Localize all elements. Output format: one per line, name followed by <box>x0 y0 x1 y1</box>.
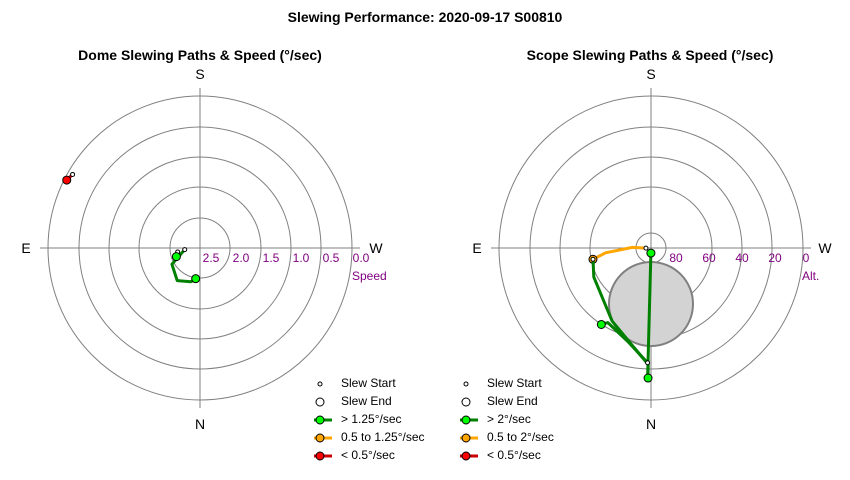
legend-label: 0.5 to 1.25°/sec <box>341 430 425 444</box>
slew-end-marker <box>643 373 653 383</box>
dome-tick-label: 1.0 <box>293 251 310 265</box>
slew-path-medium <box>591 245 648 261</box>
legend-medium-marker <box>315 433 325 443</box>
slew-path-fast <box>646 251 653 380</box>
slew-start-marker <box>70 171 76 177</box>
scope-radial-axis-label: Alt. <box>802 269 819 283</box>
scope-grid <box>491 88 811 408</box>
legend-end-marker <box>461 397 471 407</box>
slew-end-marker <box>62 175 72 185</box>
dome-dir-left: E <box>21 240 30 256</box>
dome-dir-top: S <box>195 66 204 82</box>
legend-start-marker <box>463 381 469 387</box>
slew-path-fast <box>591 257 650 380</box>
dome-tick-label: 2.5 <box>203 251 220 265</box>
legend-label: Slew Start <box>341 376 396 390</box>
slew-start-marker <box>645 360 651 366</box>
legend-start-marker <box>317 381 323 387</box>
legend-label: > 2°/sec <box>487 412 531 426</box>
legend-label: Slew Start <box>487 376 542 390</box>
main-title: Slewing Performance: 2020-09-17 S00810 <box>287 9 563 25</box>
slew-start-marker <box>643 245 649 251</box>
legend-fast-marker <box>315 415 325 425</box>
scope-chart-title: Scope Slewing Paths & Speed (°/sec) <box>527 47 774 63</box>
scope-dir-left: E <box>472 240 481 256</box>
scope-tick-label: 60 <box>702 251 716 265</box>
legend-slow-marker <box>461 451 471 461</box>
dome-legend: Slew Start Slew End > 1.25°/sec 0.5 to 1… <box>314 376 425 462</box>
legend-slow-marker <box>315 451 325 461</box>
legend-medium-marker <box>461 433 471 443</box>
legend-end-marker <box>315 397 325 407</box>
legend-label: > 1.25°/sec <box>341 412 402 426</box>
legend-label: Slew End <box>487 394 538 408</box>
dome-chart-title: Dome Slewing Paths & Speed (°/sec) <box>78 47 322 63</box>
dome-grid <box>40 88 360 408</box>
scope-legend: Slew Start Slew End > 2°/sec 0.5 to 2°/s… <box>460 376 554 462</box>
legend-label: 0.5 to 2°/sec <box>487 430 554 444</box>
dome-dir-right: W <box>369 240 383 256</box>
scope-paths <box>588 245 656 383</box>
dome-tick-label: 2.0 <box>233 251 250 265</box>
slew-start-marker <box>590 256 596 262</box>
scope-dir-bottom: N <box>646 416 656 432</box>
scope-dir-right: W <box>818 240 832 256</box>
scope-tick-label: 0 <box>803 251 810 265</box>
slew-end-marker <box>596 319 606 329</box>
legend-label: < 0.5°/sec <box>487 448 541 462</box>
legend-label: Slew End <box>341 394 392 408</box>
dome-radial-axis-label: Speed <box>352 269 387 283</box>
scope-tick-label: 20 <box>768 251 782 265</box>
dome-tick-label: 1.5 <box>263 251 280 265</box>
dome-dir-bottom: N <box>195 416 205 432</box>
slew-start-marker <box>182 247 188 253</box>
dome-tick-label: 0.0 <box>353 251 370 265</box>
slew-end-marker <box>171 252 181 262</box>
scope-tick-label: 40 <box>735 251 749 265</box>
dome-tick-label: 0.5 <box>323 251 340 265</box>
dome-paths <box>62 171 201 284</box>
scope-dir-top: S <box>646 66 655 82</box>
slew-end-marker <box>191 274 201 284</box>
legend-fast-marker <box>461 415 471 425</box>
slew-end-marker <box>646 248 656 258</box>
legend-label: < 0.5°/sec <box>341 448 395 462</box>
scope-tick-label: 80 <box>669 251 683 265</box>
